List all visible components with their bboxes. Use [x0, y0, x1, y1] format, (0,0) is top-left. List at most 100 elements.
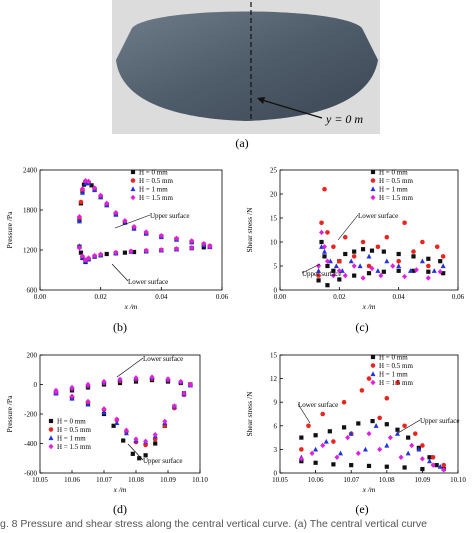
data-point	[369, 248, 375, 253]
data-point	[438, 259, 443, 264]
data-point	[324, 258, 330, 264]
y-tick-label: 20	[270, 191, 278, 199]
legend-marker	[48, 435, 54, 441]
data-point	[420, 443, 425, 448]
legend-label: H = 1.5 mm	[57, 443, 91, 451]
plot-frame	[279, 169, 459, 291]
data-point	[420, 239, 425, 245]
data-point	[85, 398, 91, 405]
x-tick-label: 10.05	[272, 476, 288, 484]
data-point	[349, 463, 354, 468]
y-tick-label: 2400	[23, 167, 38, 175]
data-point	[79, 185, 85, 192]
data-point	[201, 240, 207, 247]
data-point	[359, 388, 365, 393]
chart-c: 0.00 0.02 0.04 0.06 0 5 10 15 20 25 x /m Shear stre…	[245, 167, 465, 312]
data-point	[360, 275, 366, 281]
data-point	[325, 283, 330, 288]
data-point	[111, 423, 116, 428]
data-point	[377, 415, 382, 421]
data-point	[158, 247, 164, 253]
data-point	[427, 458, 433, 464]
data-point	[387, 434, 393, 441]
legend-marker	[370, 354, 376, 360]
data-point	[316, 268, 322, 273]
panel-label-e: (e)	[355, 502, 369, 516]
annotation-arrow	[337, 214, 359, 241]
data-point	[440, 263, 446, 269]
data-point	[427, 455, 432, 460]
panel-label-d: (d)	[113, 502, 127, 516]
data-point	[369, 265, 375, 272]
data-point	[122, 250, 128, 255]
chart-d: 10.05 10.06 10.07 10.08 10.09 10.10 -600 -400 -2…	[5, 352, 208, 494]
data-point	[76, 218, 82, 224]
data-point	[366, 263, 372, 269]
data-point	[325, 230, 330, 235]
data-point	[352, 249, 357, 254]
data-point	[334, 454, 340, 460]
panel-a-body-shape	[116, 11, 378, 121]
x-axis-label: x /m	[124, 302, 138, 311]
y-tick-label: -600	[24, 470, 37, 478]
data-point	[137, 456, 142, 461]
data-point	[149, 374, 155, 380]
data-point	[79, 189, 85, 195]
data-point	[342, 272, 348, 279]
y-tick-label: 0	[34, 381, 38, 389]
series-3	[298, 430, 447, 473]
data-point	[331, 439, 336, 444]
y-tick-label: 10	[270, 239, 278, 247]
plot-frame	[39, 169, 223, 291]
data-point	[402, 423, 407, 429]
data-point	[441, 271, 446, 276]
y-tick-label: 0	[274, 287, 278, 295]
chart-b: 0.00 0.02 0.04 0.06 600 1200 1800 2400 x /m Press…	[5, 167, 229, 312]
x-axis-label: x /m	[362, 485, 376, 493]
data-point	[306, 423, 311, 429]
x-tick-label: 10.08	[379, 476, 395, 484]
data-point	[133, 436, 139, 442]
data-point	[114, 420, 120, 425]
data-point	[178, 378, 184, 385]
data-point	[122, 217, 128, 224]
x-tick-label: 0.00	[34, 293, 47, 301]
annotation-label: Lower surface	[143, 355, 183, 363]
data-point	[396, 268, 401, 273]
y-tick-label: 1800	[23, 207, 38, 215]
annotation-label: Upper surface	[150, 212, 189, 220]
data-point	[86, 178, 92, 185]
legend-label: H = 1.5 mm	[379, 379, 413, 387]
data-point	[351, 254, 357, 259]
data-point	[366, 376, 372, 381]
x-tick-label: 10.10	[192, 476, 208, 484]
data-point	[366, 463, 372, 469]
y-tick-label: 5	[274, 263, 278, 271]
data-point	[101, 406, 107, 412]
data-point	[419, 456, 425, 462]
x-tick-label: 10.08	[128, 476, 144, 484]
legend-marker	[370, 363, 376, 368]
data-point	[419, 258, 425, 264]
data-point	[413, 267, 419, 273]
annotation-label: Upper surface	[143, 457, 182, 465]
data-point	[384, 395, 390, 401]
data-point	[430, 462, 436, 468]
data-point	[345, 434, 351, 441]
data-point	[153, 441, 158, 446]
data-point	[409, 442, 415, 449]
data-point	[411, 254, 416, 259]
annotation-label: Lower surface	[358, 212, 398, 220]
data-point	[375, 268, 381, 273]
legend-label: H = 0.5 mm	[139, 177, 173, 185]
data-point	[117, 376, 123, 383]
data-point	[366, 253, 372, 259]
data-point	[342, 234, 348, 240]
x-tick-label: 0.06	[452, 293, 465, 301]
data-point	[53, 387, 59, 394]
data-point	[378, 272, 384, 279]
panel-a-arrow-head	[257, 97, 265, 104]
y-axis-label: Shear stress /N	[245, 391, 254, 437]
panel-a-image: y = 0 m	[112, 0, 380, 134]
data-point	[366, 430, 372, 437]
